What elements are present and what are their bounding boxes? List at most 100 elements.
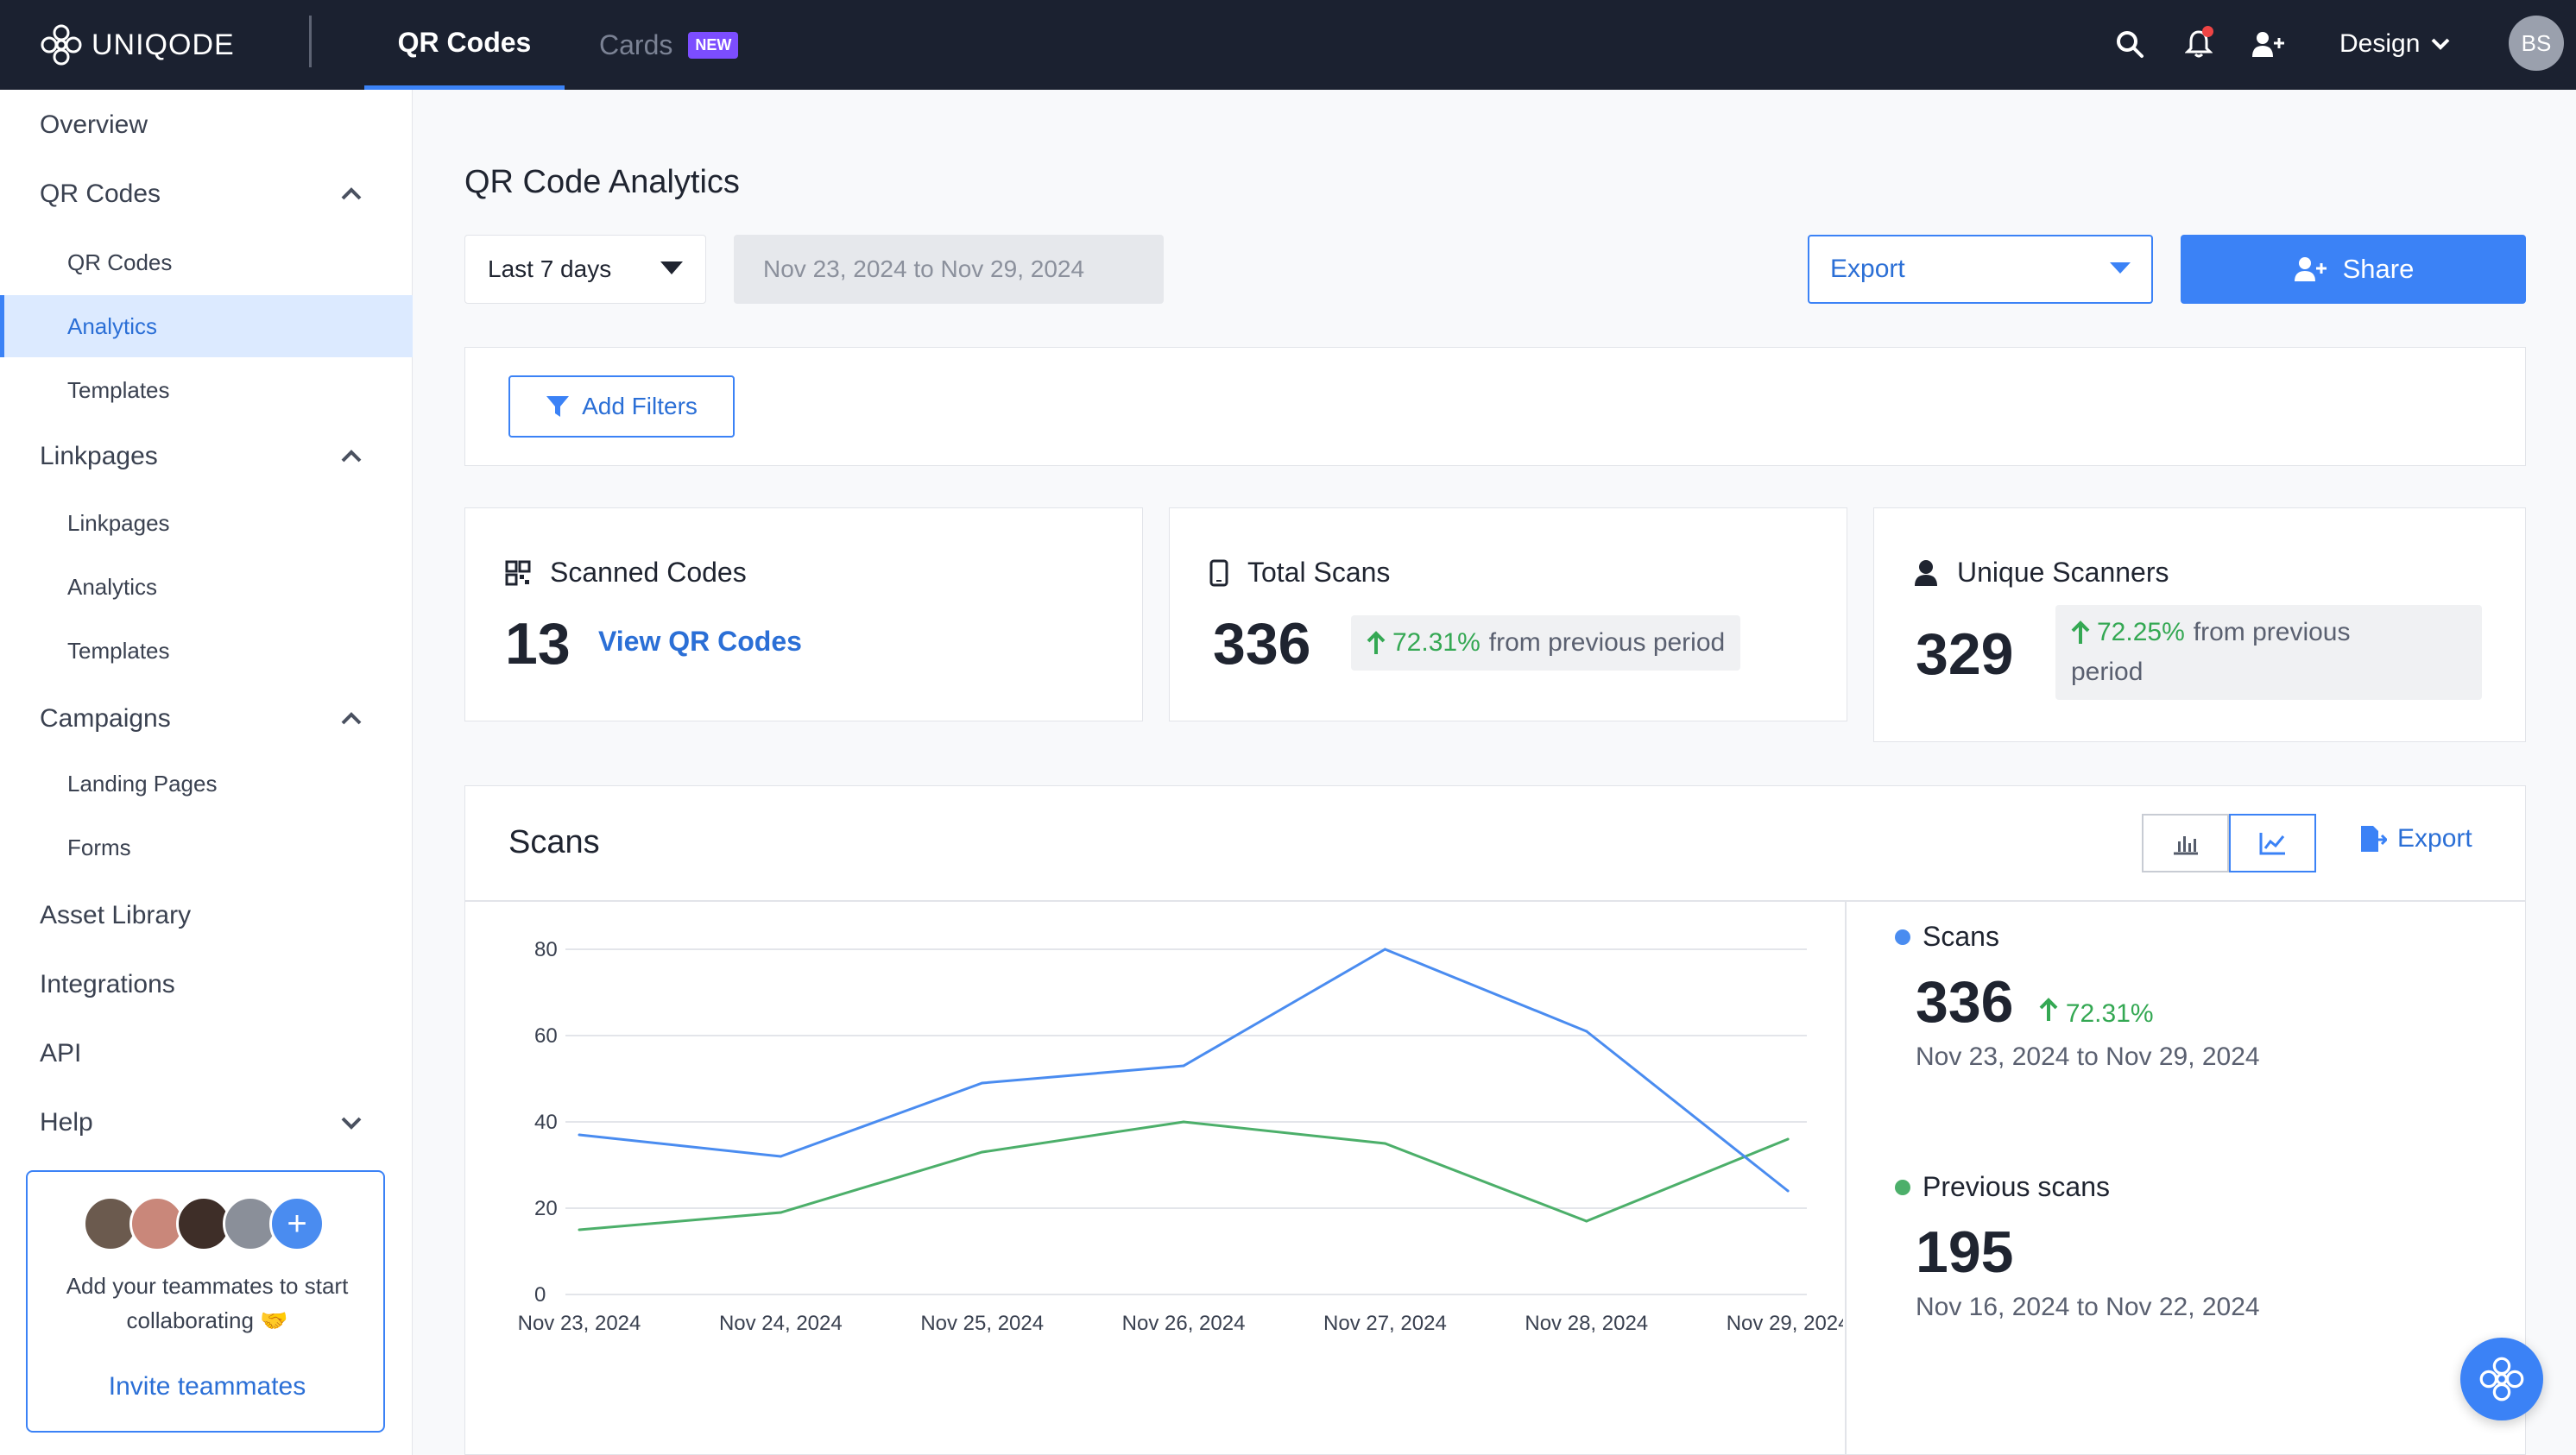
sidebar-item-overview[interactable]: Overview [40, 110, 148, 139]
line-chart-toggle[interactable] [2229, 814, 2316, 872]
chevron-down-icon [2431, 38, 2450, 50]
chevron-up-icon [338, 181, 364, 207]
sidebar-item-linkpages[interactable]: Linkpages [67, 509, 170, 536]
chart-export-label: Export [2397, 824, 2472, 853]
add-user-icon [2294, 257, 2327, 281]
data-point[interactable] [1585, 1219, 1588, 1223]
stat-header: Unique Scanners [1914, 557, 2169, 589]
sidebar-group-qr-codes[interactable]: QR Codes [0, 164, 413, 224]
y-tick-label: 80 [534, 938, 558, 961]
arrow-up-icon [2071, 620, 2090, 644]
x-tick-label: Nov 27, 2024 [1323, 1312, 1447, 1335]
x-tick-label: Nov 25, 2024 [920, 1312, 1044, 1335]
y-tick-label: 0 [534, 1283, 546, 1307]
invite-message: Add your teammates to start collaboratin… [66, 1273, 349, 1333]
sidebar-group-label: QR Codes [40, 180, 161, 208]
arrow-up-icon [1367, 631, 1386, 654]
chevron-down-icon [338, 1110, 364, 1136]
data-point[interactable] [981, 1150, 984, 1154]
panel-divider [1845, 900, 1847, 1455]
logo-text: UNIQODE [92, 28, 235, 61]
legend-value: 336 [1916, 969, 2014, 1035]
chevron-up-icon [338, 444, 364, 469]
page-title: QR Code Analytics [464, 164, 740, 200]
sidebar-item-asset-library[interactable]: Asset Library [40, 901, 192, 929]
data-point[interactable] [779, 1155, 782, 1158]
help-chat-button[interactable] [2460, 1338, 2543, 1420]
uniqode-logo-icon [41, 24, 82, 66]
x-tick-label: Nov 26, 2024 [1122, 1312, 1246, 1335]
data-point[interactable] [1182, 1064, 1185, 1068]
sidebar-item-landing-pages[interactable]: Landing Pages [67, 770, 218, 797]
filter-icon [546, 396, 570, 417]
legend-entry: Scans [1895, 921, 2260, 953]
sidebar-item-api[interactable]: API [40, 1039, 82, 1068]
trend-pill: 72.25% from previous period [2055, 605, 2482, 700]
data-point[interactable] [1786, 1137, 1790, 1141]
series-line-scans [578, 948, 1790, 1193]
sidebar-item-integrations[interactable]: Integrations [40, 970, 175, 998]
trend-line: 72.25% from previous [2071, 613, 2350, 652]
chevron-up-icon [338, 706, 364, 732]
stat-header: Scanned Codes [505, 557, 747, 589]
sidebar-item-linkpages-analytics[interactable]: Analytics [67, 573, 158, 600]
chart-export-button[interactable]: Export [2358, 824, 2472, 853]
teammate-avatars: + [83, 1196, 342, 1253]
legend-date-range: Nov 16, 2024 to Nov 22, 2024 [1916, 1293, 2260, 1321]
sidebar-item-qr-analytics[interactable]: Analytics [0, 295, 413, 357]
new-badge: NEW [688, 31, 739, 59]
data-point[interactable] [981, 1081, 984, 1085]
workspace-switcher[interactable]: Design [2339, 22, 2451, 66]
tab-qr-codes[interactable]: QR Codes [364, 0, 565, 90]
unique-scanners-card: Unique Scanners 329 72.25% from previous… [1873, 507, 2526, 742]
bell-icon[interactable] [2177, 22, 2220, 66]
line-chart-icon [2259, 833, 2285, 855]
data-point[interactable] [779, 1211, 782, 1214]
share-label: Share [2342, 254, 2415, 284]
legend-value-row: 195 [1916, 1219, 2260, 1286]
sidebar-item-qr-templates[interactable]: Templates [67, 376, 170, 403]
caret-down-icon [660, 261, 683, 274]
invite-teammates-link[interactable]: Invite teammates [108, 1372, 306, 1401]
data-point[interactable] [578, 1133, 581, 1137]
legend-label: Scans [1923, 921, 1999, 952]
stat-value: 336 [1213, 611, 1311, 677]
data-point[interactable] [1383, 1142, 1386, 1145]
search-icon[interactable] [2108, 22, 2151, 66]
sidebar-item-qr-codes[interactable]: QR Codes [67, 249, 173, 275]
workspace-label: Design [2339, 29, 2421, 58]
legend-trend: 72.31% [2039, 998, 2154, 1029]
legend-date-range: Nov 23, 2024 to Nov 29, 2024 [1916, 1042, 2260, 1071]
avatar [223, 1196, 278, 1251]
bar-chart-toggle[interactable] [2142, 814, 2229, 872]
export-dropdown[interactable]: Export [1808, 235, 2153, 304]
sidebar-item-linkpages-templates[interactable]: Templates [67, 637, 170, 664]
trend-percent: 72.25% [2097, 618, 2185, 646]
data-point[interactable] [1786, 1189, 1790, 1193]
tab-cards-label: Cards [599, 28, 673, 60]
user-avatar[interactable]: BS [2509, 16, 2564, 71]
data-point[interactable] [578, 1228, 581, 1231]
scans-chart-panel: Scans Export 0 20 40 60 80 Nov 23, 2024 Nov 24… [464, 785, 2526, 1455]
view-qr-codes-link[interactable]: View QR Codes [598, 626, 802, 657]
y-tick-label: 20 [534, 1197, 558, 1220]
date-range-select[interactable]: Last 7 days [464, 235, 706, 304]
add-filters-button[interactable]: Add Filters [508, 375, 735, 438]
legend-current: Scans 336 72.31% Nov 23, 2024 to Nov 29,… [1895, 921, 2260, 1072]
date-range-display: Nov 23, 2024 to Nov 29, 2024 [734, 235, 1164, 304]
sidebar-group-campaigns[interactable]: Campaigns [0, 689, 413, 749]
sidebar-group-help[interactable]: Help [0, 1093, 413, 1153]
share-button[interactable]: Share [2181, 235, 2526, 304]
x-tick-label: Nov 23, 2024 [518, 1312, 641, 1335]
sidebar-item-forms[interactable]: Forms [67, 834, 131, 860]
header-divider [309, 16, 312, 67]
add-user-icon[interactable] [2246, 22, 2289, 66]
logo[interactable]: UNIQODE [40, 19, 235, 71]
tab-cards[interactable]: Cards NEW [599, 0, 739, 90]
data-point[interactable] [1182, 1120, 1185, 1124]
data-point[interactable] [1585, 1030, 1588, 1033]
filter-panel: Add Filters [464, 347, 2526, 466]
add-avatar-icon[interactable]: + [269, 1196, 325, 1251]
sidebar-group-linkpages[interactable]: Linkpages [0, 426, 413, 487]
data-point[interactable] [1383, 948, 1386, 951]
